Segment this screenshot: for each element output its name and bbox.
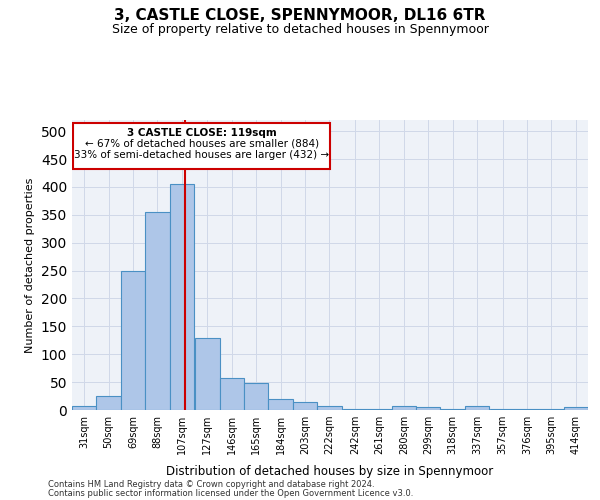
Bar xyxy=(416,407,440,410)
Y-axis label: Number of detached properties: Number of detached properties xyxy=(25,178,35,352)
Bar xyxy=(170,184,194,410)
Bar xyxy=(293,402,317,410)
Text: 3, CASTLE CLOSE, SPENNYMOOR, DL16 6TR: 3, CASTLE CLOSE, SPENNYMOOR, DL16 6TR xyxy=(114,8,486,22)
Bar xyxy=(268,399,293,410)
Bar xyxy=(145,212,170,410)
Bar xyxy=(465,406,489,410)
FancyBboxPatch shape xyxy=(73,124,330,169)
Bar xyxy=(392,406,416,410)
Bar xyxy=(343,409,367,410)
Bar xyxy=(244,383,268,410)
Text: Contains public sector information licensed under the Open Government Licence v3: Contains public sector information licen… xyxy=(48,488,413,498)
Bar xyxy=(317,406,341,410)
Bar xyxy=(220,378,244,410)
Bar xyxy=(195,338,220,410)
Bar xyxy=(97,396,121,410)
Bar xyxy=(121,270,145,410)
Text: Contains HM Land Registry data © Crown copyright and database right 2024.: Contains HM Land Registry data © Crown c… xyxy=(48,480,374,489)
Text: Size of property relative to detached houses in Spennymoor: Size of property relative to detached ho… xyxy=(112,22,488,36)
Text: Distribution of detached houses by size in Spennymoor: Distribution of detached houses by size … xyxy=(166,464,494,477)
Text: 3 CASTLE CLOSE: 119sqm: 3 CASTLE CLOSE: 119sqm xyxy=(127,128,277,138)
Bar xyxy=(367,409,392,410)
Text: ← 67% of detached houses are smaller (884): ← 67% of detached houses are smaller (88… xyxy=(85,139,319,149)
Bar xyxy=(72,406,97,410)
Bar xyxy=(563,407,588,410)
Bar xyxy=(539,409,563,410)
Bar xyxy=(490,409,515,410)
Text: 33% of semi-detached houses are larger (432) →: 33% of semi-detached houses are larger (… xyxy=(74,150,329,160)
Bar xyxy=(440,409,465,410)
